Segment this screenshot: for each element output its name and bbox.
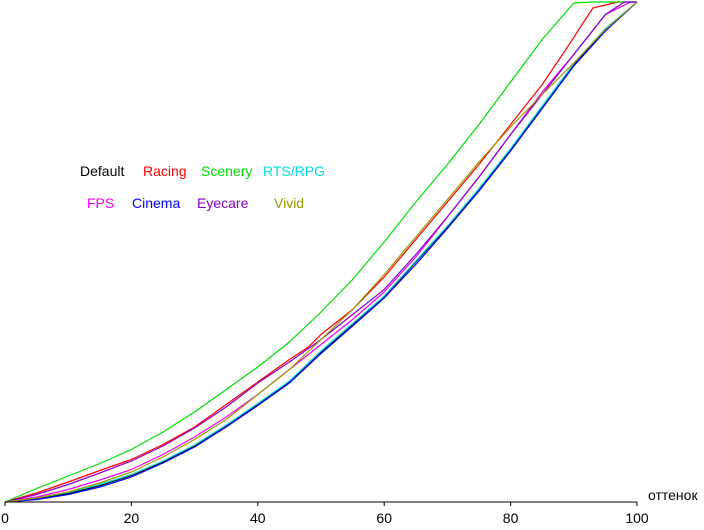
x-ticks: 0 20 40 60 80 100 bbox=[1, 502, 649, 526]
series-line-scenery bbox=[4, 1, 637, 503]
legend-entry: RTS/RPG bbox=[263, 163, 325, 179]
series-line-fps bbox=[4, 1, 637, 503]
x-tick-label: 40 bbox=[250, 510, 266, 526]
series-line-rts-rpg bbox=[4, 1, 638, 503]
legend: Default Racing Scenery RTS/RPG FPS Cinema Eyec… bbox=[80, 163, 325, 211]
legend-entry: Eyecare bbox=[197, 195, 249, 211]
legend-entry: Scenery bbox=[201, 163, 252, 179]
legend-entry: Default bbox=[80, 163, 124, 179]
legend-entry: Cinema bbox=[132, 195, 180, 211]
x-tick-label: 60 bbox=[376, 510, 392, 526]
series-lines bbox=[4, 1, 638, 503]
x-tick-label: 0 bbox=[1, 510, 9, 526]
series-line-default bbox=[4, 1, 638, 503]
series-line-racing bbox=[4, 1, 637, 503]
legend-entry: FPS bbox=[87, 195, 114, 211]
x-axis-label: оттенок bbox=[648, 487, 698, 503]
series-line-eyecare bbox=[4, 1, 637, 503]
legend-entry: Vivid bbox=[274, 195, 304, 211]
series-line-vivid bbox=[4, 1, 638, 503]
x-tick-label: 80 bbox=[503, 510, 519, 526]
x-tick-label: 20 bbox=[124, 510, 140, 526]
x-tick-label: 100 bbox=[625, 510, 649, 526]
series-line-cinema bbox=[4, 1, 638, 503]
legend-entry: Racing bbox=[143, 163, 187, 179]
